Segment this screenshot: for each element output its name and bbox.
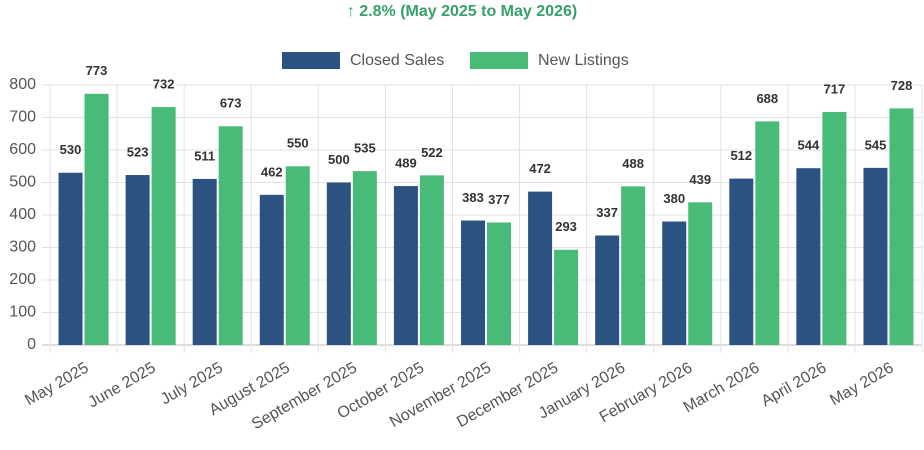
- bar: [554, 249, 579, 345]
- value-label: 717: [824, 81, 846, 96]
- bar: [84, 93, 109, 346]
- bar: [285, 166, 310, 345]
- legend-label: New Listings: [538, 52, 629, 69]
- y-tick-label: 200: [9, 271, 36, 288]
- bar: [662, 221, 687, 345]
- legend-swatch: [282, 52, 340, 69]
- y-tick-label: 800: [9, 76, 36, 93]
- bar: [796, 168, 821, 345]
- bar: [729, 178, 754, 345]
- value-label: 383: [462, 190, 484, 205]
- y-tick-label: 700: [9, 109, 36, 126]
- bar: [58, 172, 83, 345]
- bar: [688, 202, 713, 345]
- bar: [889, 108, 914, 346]
- y-tick-label: 0: [27, 336, 36, 353]
- bar: [822, 111, 847, 345]
- value-label: 500: [328, 152, 350, 167]
- bar: [125, 175, 150, 345]
- legend-swatch: [470, 52, 528, 69]
- bar: [352, 171, 377, 345]
- bar: [218, 126, 243, 346]
- bar: [393, 186, 418, 345]
- value-label: 732: [153, 77, 175, 92]
- value-label: 673: [220, 96, 242, 111]
- y-tick-label: 100: [9, 304, 36, 321]
- y-tick-label: 500: [9, 174, 36, 191]
- bar: [461, 220, 485, 345]
- x-tick-label: May 2025: [22, 359, 91, 409]
- x-tick-label: March 2026: [681, 359, 763, 416]
- bar: [326, 182, 351, 345]
- bar: [192, 178, 217, 345]
- value-label: 545: [865, 137, 887, 152]
- value-label: 472: [529, 161, 551, 176]
- value-label: 462: [261, 164, 283, 179]
- legend-label: Closed Sales: [350, 52, 444, 69]
- value-label: 377: [488, 192, 510, 207]
- value-label: 544: [798, 138, 820, 153]
- bar: [259, 194, 284, 345]
- chart-title: ↑ 2.8% (May 2025 to May 2026): [347, 3, 577, 20]
- value-label: 488: [622, 156, 644, 171]
- value-label: 688: [756, 91, 778, 106]
- value-label: 523: [127, 144, 149, 159]
- value-label: 522: [421, 145, 443, 160]
- x-tick-label: June 2025: [86, 359, 159, 411]
- value-label: 293: [555, 219, 577, 234]
- bar: [419, 175, 444, 345]
- bar: [621, 186, 646, 345]
- value-label: 773: [86, 63, 108, 78]
- value-label: 489: [395, 156, 417, 171]
- value-label: 439: [689, 172, 711, 187]
- value-label: 530: [60, 142, 82, 157]
- y-tick-label: 600: [9, 141, 36, 158]
- value-label: 337: [596, 205, 618, 220]
- x-tick-label: April 2026: [759, 359, 830, 410]
- value-label: 380: [663, 191, 685, 206]
- bar: [595, 235, 620, 345]
- value-label: 550: [287, 136, 309, 151]
- bar: [863, 167, 888, 345]
- value-label: 512: [730, 148, 752, 163]
- value-label: 728: [891, 78, 913, 93]
- bar: [755, 121, 780, 346]
- value-label: 511: [194, 148, 215, 163]
- bar: [528, 191, 553, 345]
- value-label: 535: [354, 141, 376, 156]
- y-tick-label: 400: [9, 206, 36, 223]
- bar: [487, 222, 511, 345]
- x-tick-label: May 2026: [827, 359, 896, 409]
- y-tick-label: 300: [9, 239, 36, 256]
- bar: [151, 107, 176, 345]
